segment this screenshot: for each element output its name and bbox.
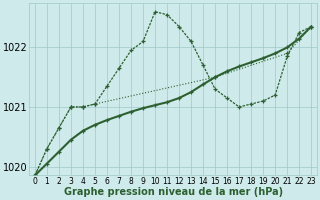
X-axis label: Graphe pression niveau de la mer (hPa): Graphe pression niveau de la mer (hPa) xyxy=(63,187,283,197)
